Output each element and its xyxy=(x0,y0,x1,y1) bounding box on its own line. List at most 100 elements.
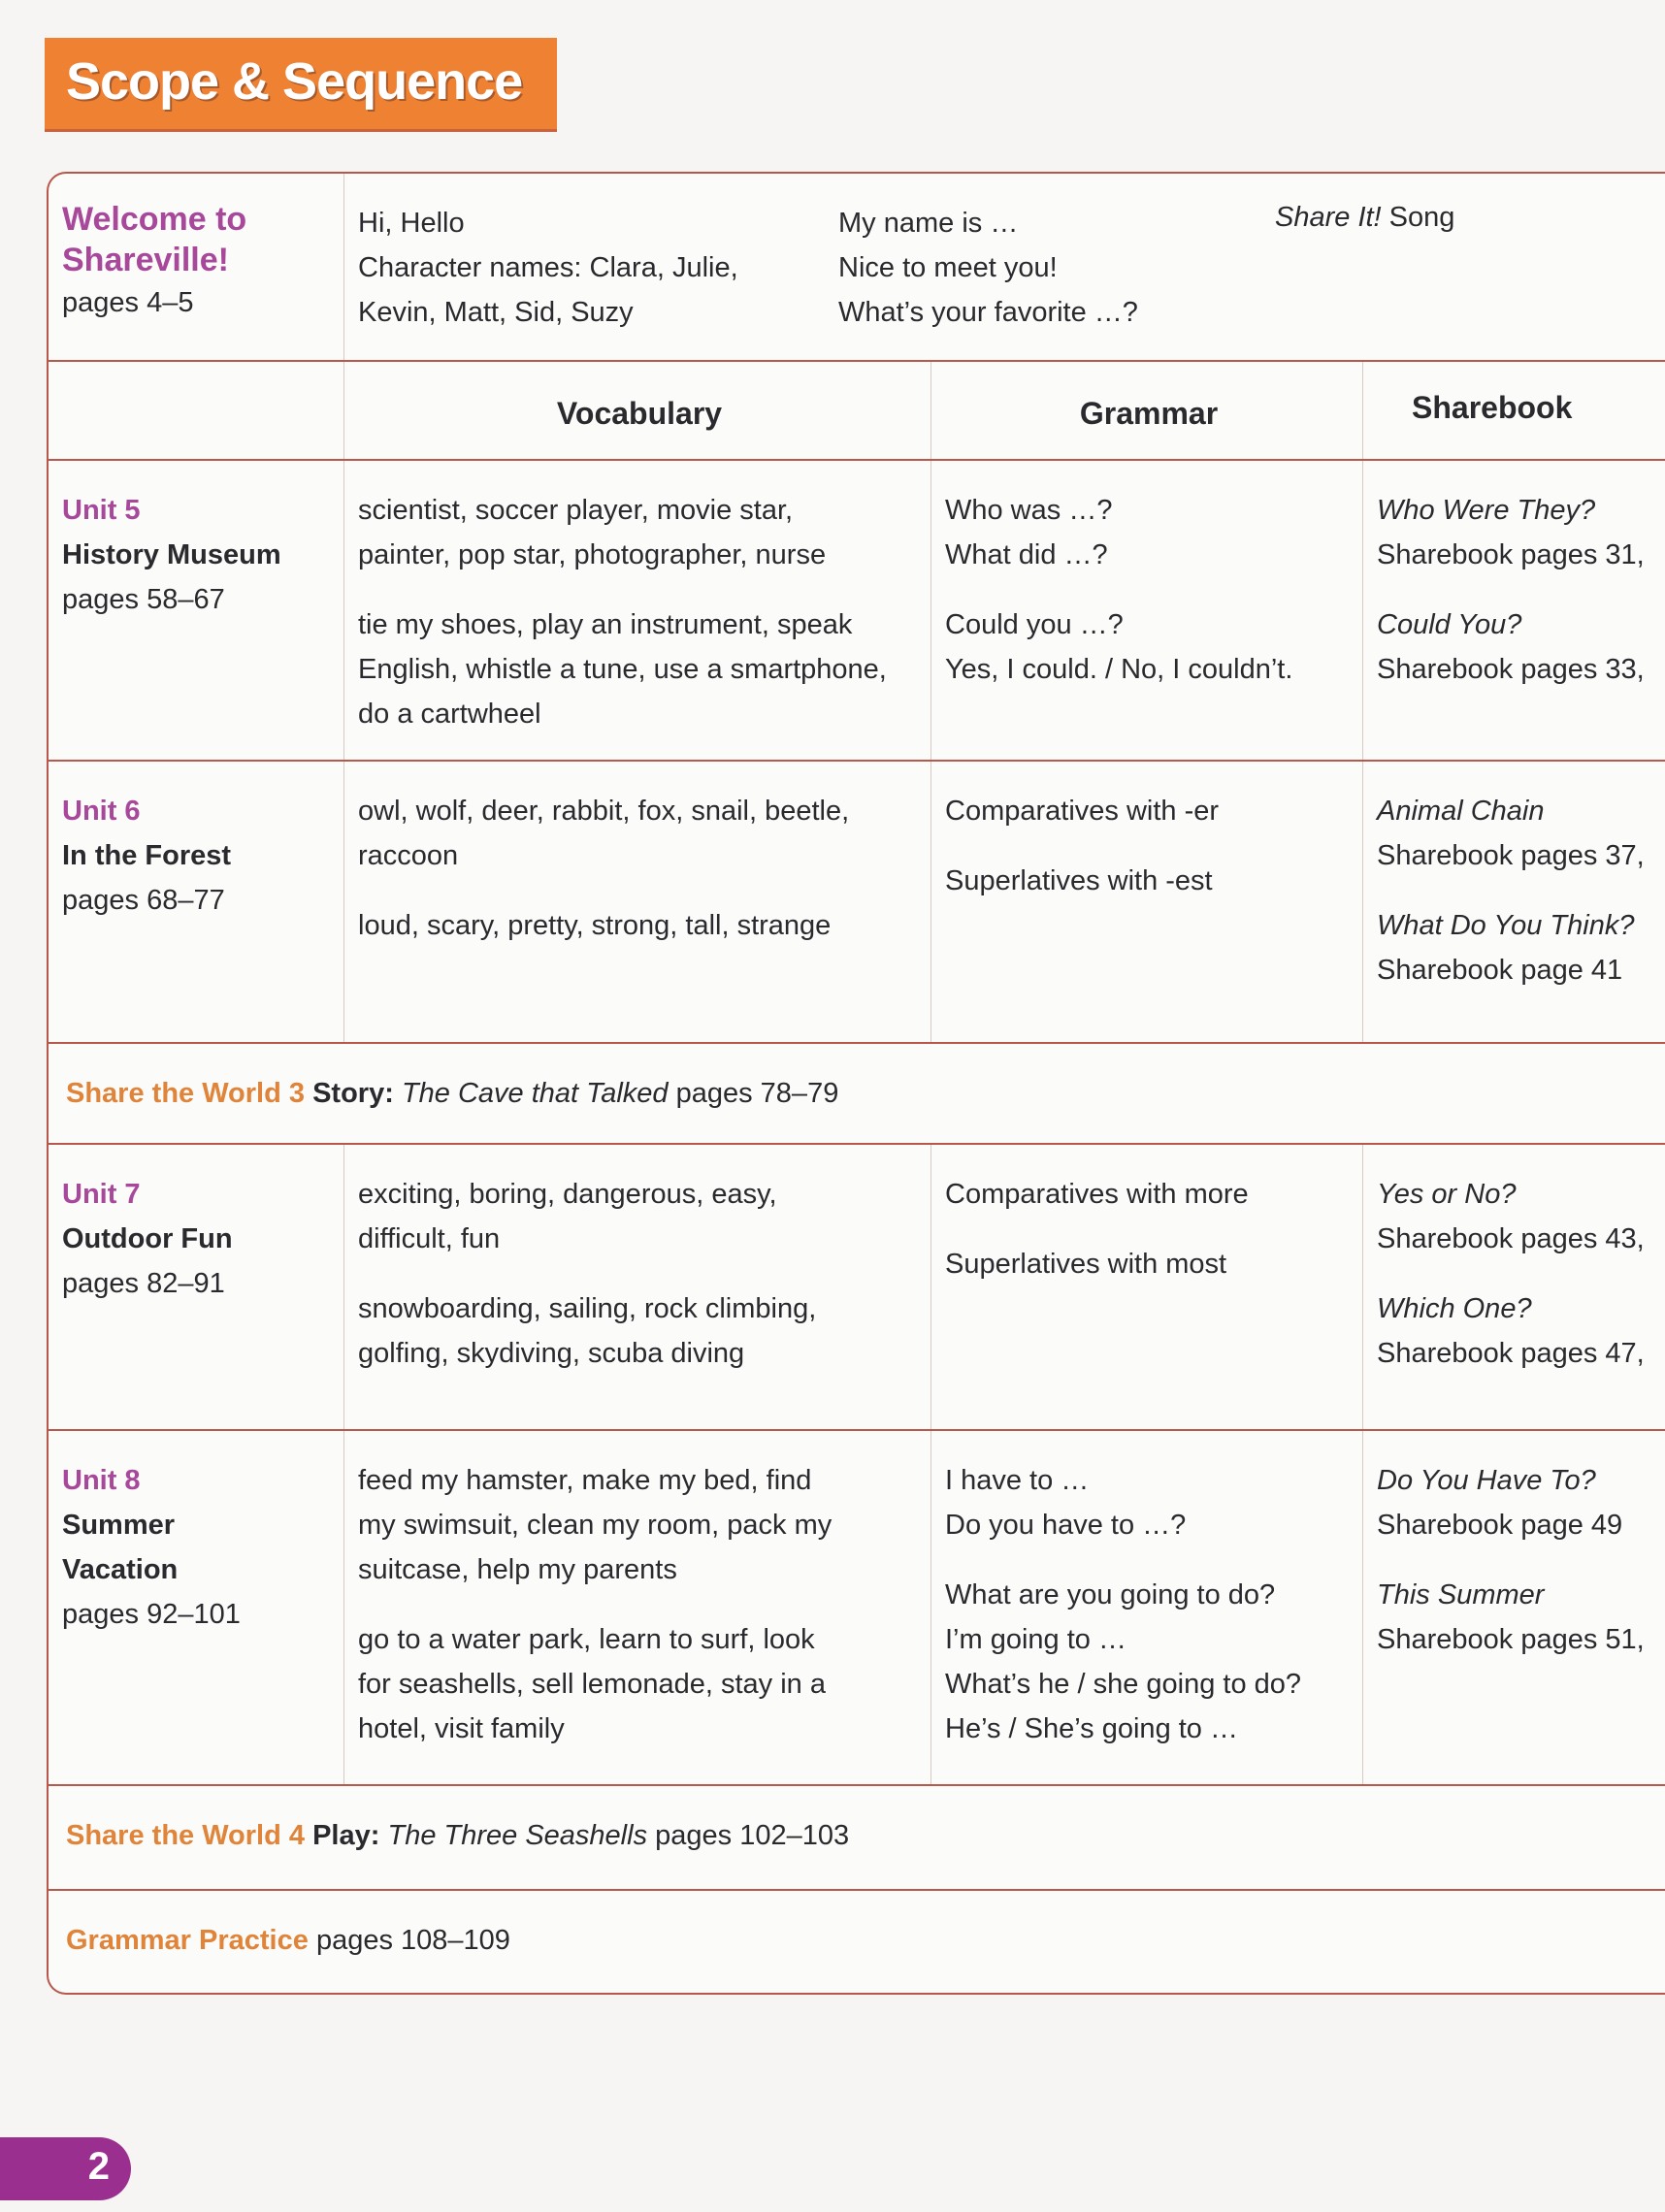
share-world-label: Share the World 3 xyxy=(66,1078,306,1109)
text-line: do a cartwheel xyxy=(358,699,541,730)
song-label: Song xyxy=(1381,202,1455,233)
unit-info: Unit 8 Summer Vacation pages 92–101 xyxy=(49,1431,343,1784)
text-line: This Summer xyxy=(1377,1579,1545,1610)
text-line: exciting, boring, dangerous, easy, xyxy=(358,1179,777,1210)
sharebook-cell: Yes or No? Sharebook pages 43, Which One? S… xyxy=(1362,1145,1665,1429)
text-line: for seashells, sell lemonade, stay in a xyxy=(358,1669,826,1700)
text-line: raccoon xyxy=(358,840,459,871)
sharebook-cell: Who Were They? Sharebook pages 31, Could Y… xyxy=(1362,461,1665,760)
text-line: Do You Have To? xyxy=(1377,1465,1596,1496)
text-line: What did …? xyxy=(945,539,1108,570)
text-line: Sharebook pages 37, xyxy=(1377,840,1645,871)
header-vocabulary: Vocabulary xyxy=(343,362,930,459)
page-title: Scope & Sequence xyxy=(66,52,523,111)
text-line: scientist, soccer player, movie star, xyxy=(358,495,794,526)
scope-sequence-table: Welcome to Shareville! pages 4–5 Hi, Hel… xyxy=(47,172,1665,1995)
text-line: snowboarding, sailing, rock climbing, xyxy=(358,1293,817,1324)
unit-info: Unit 7 Outdoor Fun pages 82–91 xyxy=(49,1145,343,1429)
text-line: Sharebook pages 47, xyxy=(1377,1338,1645,1369)
text-line: Do you have to …? xyxy=(945,1510,1187,1541)
vocabulary-cell: owl, wolf, deer, rabbit, fox, snail, bee… xyxy=(343,762,930,1042)
pages: pages 102–103 xyxy=(655,1820,850,1851)
text-line: He’s / She’s going to … xyxy=(945,1713,1238,1744)
text-line: Kevin, Matt, Sid, Suzy xyxy=(358,297,634,328)
text-line: Who Were They? xyxy=(1377,495,1596,526)
text-line: Unit 5 xyxy=(62,495,141,526)
grammar-practice-label: Grammar Practice xyxy=(66,1925,309,1956)
grammar-cell: Comparatives with more Superlatives with … xyxy=(930,1145,1362,1429)
grammar-cell: I have to … Do you have to …? What are you… xyxy=(930,1431,1362,1784)
text-line: Could You? xyxy=(1377,609,1522,640)
text-line: pages 92–101 xyxy=(62,1599,241,1630)
units-group-a: Unit 5 History Museum pages 58–67 scientis… xyxy=(49,461,1665,1044)
share-world-3-row: Share the World 3 Story: The Cave that T… xyxy=(49,1044,1665,1145)
welcome-title-2: Shareville! xyxy=(62,242,229,278)
text-line: tie my shoes, play an instrument, speak xyxy=(358,609,853,640)
text-line: feed my hamster, make my bed, find xyxy=(358,1465,812,1496)
header-sharebook: Sharebook xyxy=(1362,362,1665,459)
text-line: Summer xyxy=(62,1510,176,1541)
text-line: English, whistle a tune, use a smartphon… xyxy=(358,654,887,685)
units-group-b: Unit 7 Outdoor Fun pages 82–91 exciting, b… xyxy=(49,1145,1665,1786)
text-line: Yes, I could. / No, I couldn’t. xyxy=(945,654,1293,685)
text-line: Unit 6 xyxy=(62,796,141,827)
vocabulary-cell: exciting, boring, dangerous, easy, diffic… xyxy=(343,1145,930,1429)
title-banner: Scope & Sequence xyxy=(45,38,557,132)
text-line: Sharebook pages 31, xyxy=(1377,539,1645,570)
text-line: Vacation xyxy=(62,1554,179,1585)
welcome-row: Welcome to Shareville! pages 4–5 Hi, Hel… xyxy=(49,174,1665,362)
vocabulary-cell: scientist, soccer player, movie star, pai… xyxy=(343,461,930,760)
text-line: Superlatives with most xyxy=(945,1249,1227,1280)
text-line: Sharebook pages 51, xyxy=(1377,1624,1645,1655)
welcome-title: Welcome to xyxy=(62,201,247,238)
welcome-pages: pages 4–5 xyxy=(62,287,194,318)
sharebook-cell: Animal Chain Sharebook pages 37, What Do Y… xyxy=(1362,762,1665,1042)
welcome-vocab: Hi, Hello Character names: Clara, Julie,… xyxy=(343,174,825,360)
text-line: What’s your favorite …? xyxy=(838,297,1138,328)
unit-info: Unit 6 In the Forest pages 68–77 xyxy=(49,762,343,1042)
header-row: Vocabulary Grammar Sharebook xyxy=(49,362,1665,461)
text-line: Hi, Hello xyxy=(358,208,465,239)
page-number: 2 xyxy=(87,2145,110,2188)
text-line: Nice to meet you! xyxy=(838,252,1058,283)
text-line: I have to … xyxy=(945,1465,1090,1496)
play-title: The Three Seashells xyxy=(387,1820,648,1851)
unit-row: Unit 7 Outdoor Fun pages 82–91 exciting, b… xyxy=(49,1145,1665,1431)
text-line: Could you …? xyxy=(945,609,1124,640)
text-line: pages 68–77 xyxy=(62,885,225,916)
text-line: History Museum xyxy=(62,539,281,570)
pages: pages 108–109 xyxy=(315,1925,510,1956)
text-line: golfing, skydiving, scuba diving xyxy=(358,1338,745,1369)
text-line: loud, scary, pretty, strong, tall, stran… xyxy=(358,910,832,941)
welcome-info: Welcome to Shareville! pages 4–5 xyxy=(49,174,343,360)
text-line: What Do You Think? xyxy=(1377,910,1635,941)
text-line: Outdoor Fun xyxy=(62,1223,233,1254)
story-title: The Cave that Talked xyxy=(401,1078,669,1109)
page-number-tab: 2 xyxy=(0,2137,131,2200)
share-world-4: Share the World 4 Play: The Three Seashe… xyxy=(49,1786,1665,1889)
grammar-cell: Comparatives with -er Superlatives with -… xyxy=(930,762,1362,1042)
text-line: Animal Chain xyxy=(1377,796,1545,827)
text-line: my swimsuit, clean my room, pack my xyxy=(358,1510,832,1541)
text-line: Yes or No? xyxy=(1377,1179,1517,1210)
text-line: Who was …? xyxy=(945,495,1113,526)
unit-row: Unit 5 History Museum pages 58–67 scientis… xyxy=(49,461,1665,762)
share-world-3: Share the World 3 Story: The Cave that T… xyxy=(49,1044,1665,1143)
text-line: Comparatives with -er xyxy=(945,796,1220,827)
grammar-cell: Who was …? What did …? Could you …? Yes, I … xyxy=(930,461,1362,760)
song-title: Share It! xyxy=(1275,202,1382,233)
text-line: Character names: Clara, Julie, xyxy=(358,252,738,283)
text-line: painter, pop star, photographer, nurse xyxy=(358,539,827,570)
welcome-song: Share It! Song xyxy=(1261,174,1649,360)
text-line: suitcase, help my parents xyxy=(358,1554,677,1585)
grammar-practice: Grammar Practice pages 108–109 xyxy=(49,1891,1665,1993)
share-world-label: Share the World 4 xyxy=(66,1820,306,1851)
kind-label: Play: xyxy=(312,1820,380,1851)
vocabulary-cell: feed my hamster, make my bed, find my swi… xyxy=(343,1431,930,1784)
text-line: My name is … xyxy=(838,208,1019,239)
pages: pages 78–79 xyxy=(675,1078,839,1109)
header-grammar: Grammar xyxy=(930,362,1362,459)
welcome-phrases: My name is … Nice to meet you! What’s yo… xyxy=(825,174,1261,360)
unit-row: Unit 8 Summer Vacation pages 92–101 feed my… xyxy=(49,1431,1665,1786)
text-line: In the Forest xyxy=(62,840,232,871)
